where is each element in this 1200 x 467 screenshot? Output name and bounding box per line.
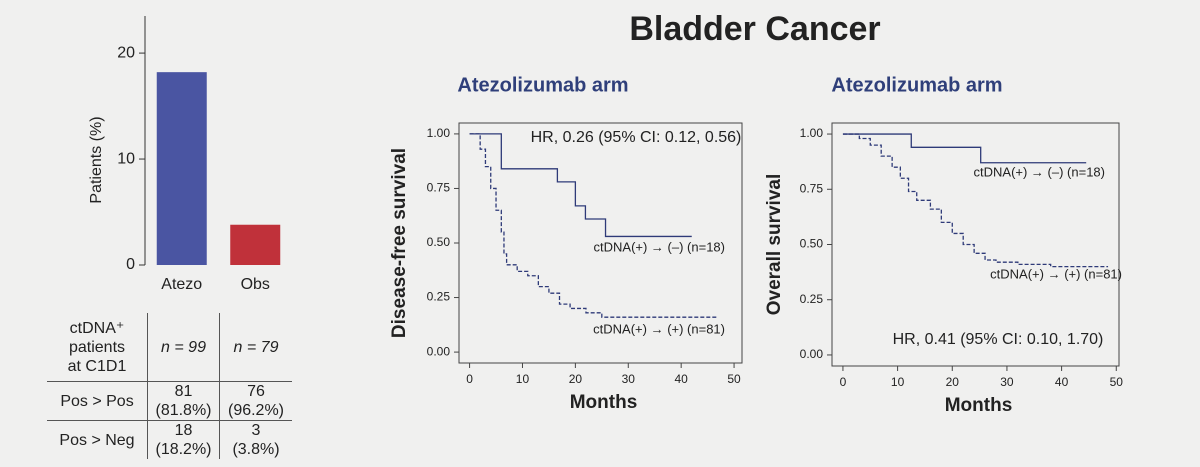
- series-label: ctDNA(+) → (+) (n=81): [593, 321, 725, 336]
- x-tick-label: Atezo: [161, 276, 202, 293]
- y-tick-label: 0.75: [800, 181, 824, 195]
- y-tick-label: 0.00: [800, 347, 824, 361]
- y-tick-label: 1.00: [800, 126, 824, 140]
- summary-table: ctDNA⁺ patients at C1D1 n = 99 n = 79 Pos …: [47, 313, 292, 459]
- x-axis-label: Months: [945, 395, 1013, 416]
- plot-frame: [831, 122, 1120, 367]
- y-tick-label: 0.50: [800, 237, 824, 251]
- y-axis-label: Disease-free survival: [389, 148, 410, 338]
- x-tick-label: 20: [946, 375, 960, 389]
- x-tick-label: 40: [674, 372, 688, 386]
- annotation: HR, 0.41 (95% CI: 0.10, 1.70): [893, 331, 1104, 348]
- y-tick-label: 20: [117, 44, 135, 61]
- y-tick-label: 10: [117, 150, 135, 167]
- survival-curve: [842, 133, 1087, 164]
- chart-title: Atezolizumab arm: [457, 74, 628, 96]
- x-tick-label: 0: [466, 372, 473, 386]
- table-cell: 76 (96.2%): [219, 381, 292, 421]
- table-cell: 81 (81.8%): [147, 381, 220, 421]
- y-tick-label: 0: [126, 256, 135, 273]
- table-cell: Pos > Pos: [47, 381, 148, 421]
- table-header: ctDNA⁺ patients at C1D1: [67, 319, 127, 375]
- x-tick-label: 40: [1055, 375, 1069, 389]
- y-tick-label: 0.50: [427, 235, 451, 249]
- bar: [230, 224, 281, 265]
- y-tick-label: 1.00: [427, 126, 451, 140]
- table-cell: 18 (18.2%): [147, 420, 220, 459]
- x-tick-label: 10: [891, 375, 905, 389]
- y-axis-label: Patients (%): [88, 116, 105, 203]
- table-cell: Pos > Neg: [47, 420, 148, 459]
- survival-curve: [469, 133, 719, 318]
- annotation: HR, 0.26 (95% CI: 0.12, 0.56): [531, 129, 742, 146]
- y-tick-label: 0.75: [427, 181, 451, 195]
- survival-curve: [842, 133, 1109, 268]
- x-tick-label: 30: [1000, 375, 1014, 389]
- x-tick-label: 30: [622, 372, 636, 386]
- x-axis-label: Months: [570, 392, 638, 413]
- series-label: ctDNA(+) → (+) (n=81): [990, 266, 1122, 281]
- series-label: ctDNA(+) → (–) (n=18): [974, 164, 1105, 179]
- slide-title: Bladder Cancer: [629, 10, 880, 48]
- table-cell: 3 (3.8%): [219, 420, 292, 459]
- chart-title: Atezolizumab arm: [831, 74, 1002, 96]
- survival-curve: [469, 133, 692, 238]
- x-tick-label: 50: [727, 372, 741, 386]
- series-label: ctDNA(+) → (–) (n=18): [594, 239, 725, 254]
- y-axis-label: Overall survival: [764, 174, 785, 316]
- x-tick-label: Obs: [241, 276, 270, 293]
- bar: [156, 72, 207, 266]
- x-tick-label: 50: [1110, 375, 1124, 389]
- y-tick-label: 0.25: [427, 290, 451, 304]
- table-header: n = 99: [147, 313, 220, 382]
- x-tick-label: 0: [840, 375, 847, 389]
- x-tick-label: 10: [516, 372, 530, 386]
- y-tick-label: 0.00: [427, 344, 451, 358]
- table-header: n = 79: [219, 313, 292, 382]
- x-tick-label: 20: [569, 372, 583, 386]
- y-tick-label: 0.25: [800, 292, 824, 306]
